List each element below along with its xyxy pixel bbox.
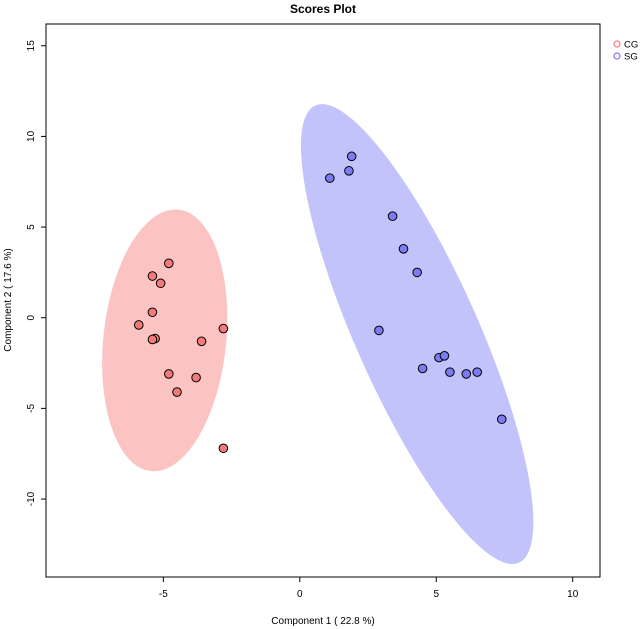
point-cg-11	[191, 372, 201, 383]
point-sg-7	[374, 325, 384, 336]
point-cg-1	[147, 271, 158, 281]
y-tick-label: 0	[26, 315, 37, 321]
score-points	[133, 151, 507, 454]
point-sg-2	[344, 166, 354, 176]
point-sg-9	[439, 351, 450, 361]
ellipse-cg	[102, 209, 228, 472]
legend-label-sg: SG	[624, 52, 638, 63]
x-axis: -5 0 5 10	[159, 577, 579, 600]
point-cg-4	[147, 307, 158, 318]
y-tick-label: -5	[26, 404, 37, 413]
point-sg-6	[412, 267, 422, 278]
plot-frame	[45, 23, 601, 578]
y-axis: -10 -5 0 5 10 15	[26, 40, 46, 506]
x-tick-label: 10	[567, 589, 579, 600]
point-cg-13	[218, 443, 229, 454]
point-cg-12	[172, 387, 182, 397]
x-axis-label: Component 1 ( 22.8 %)	[271, 616, 374, 627]
point-sg-3	[346, 151, 357, 162]
point-sg-1	[325, 173, 335, 183]
legend-marker-sg	[613, 52, 621, 60]
point-cg-10	[164, 369, 174, 379]
y-tick-label: 5	[26, 224, 37, 230]
chart-title: Scores Plot	[290, 2, 356, 16]
point-sg-14	[496, 414, 507, 425]
point-sg-12	[461, 369, 472, 379]
point-sg-4	[387, 211, 398, 221]
point-sg-13	[472, 367, 482, 377]
point-cg-5	[133, 320, 144, 330]
point-cg-8	[218, 323, 229, 334]
point-sg-11	[445, 367, 455, 377]
confidence-ellipses	[102, 104, 534, 564]
ellipse-sg	[300, 104, 534, 564]
y-tick-label: -10	[26, 491, 37, 506]
point-cg-9	[196, 336, 207, 347]
y-tick-label: 15	[26, 40, 37, 52]
y-tick-label: 10	[26, 130, 37, 142]
point-sg-5	[398, 244, 409, 254]
x-tick-label: 0	[297, 589, 303, 600]
point-cg-3	[155, 278, 166, 289]
point-cg-2	[164, 258, 174, 269]
y-axis-label: Component 2 ( 17.6 %)	[3, 248, 14, 351]
point-sg-10	[417, 363, 428, 374]
x-tick-label: 5	[433, 589, 439, 600]
point-cg-7	[147, 334, 158, 345]
x-tick-label: -5	[159, 589, 168, 600]
legend-marker-cg	[613, 40, 621, 48]
legend-label-cg: CG	[624, 40, 638, 51]
